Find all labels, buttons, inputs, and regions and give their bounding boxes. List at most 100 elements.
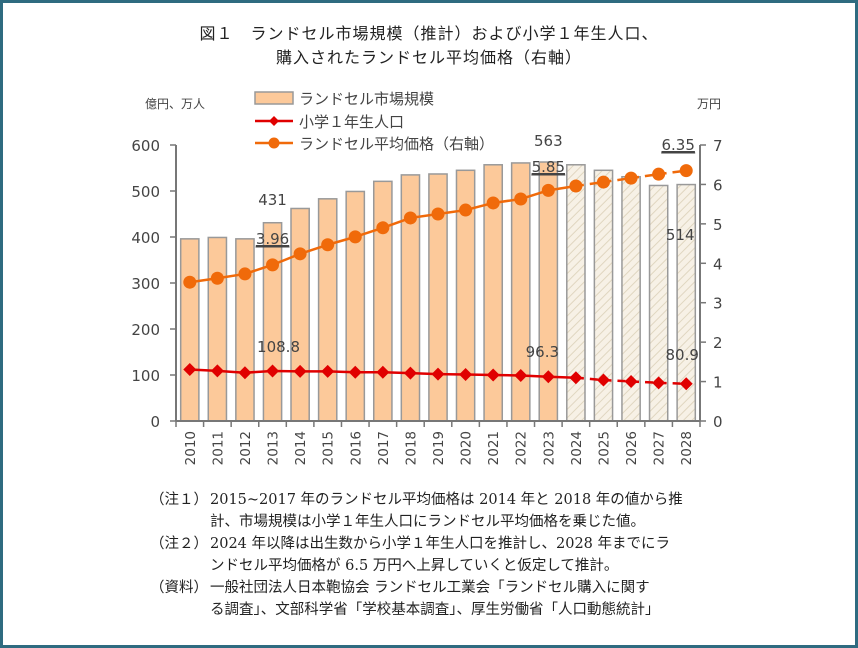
- data-label-2023: 96.3: [526, 343, 559, 361]
- x-tick-label-2017: 2017: [376, 431, 392, 465]
- bar-2016: [345, 190, 366, 422]
- population-point-2011: [210, 364, 224, 378]
- price-point-2023: [541, 183, 555, 197]
- x-tick-label-2021: 2021: [486, 431, 502, 465]
- population-point-2023: [541, 370, 555, 384]
- population-point-2012: [238, 366, 252, 380]
- right-tick-label: 0: [713, 413, 723, 431]
- price-point-2024: [569, 179, 583, 193]
- x-tick-label-2023: 2023: [541, 431, 557, 465]
- chart-title-line1: 図１ ランドセル市場規模（推計）および小学１年生人口、: [199, 24, 659, 43]
- price-point-2022: [514, 192, 528, 206]
- price-point-2011: [210, 271, 224, 285]
- population-point-2016: [348, 365, 362, 379]
- note-2-line1: 2024 年以降は出生数から小学１年生人口を推計し、2028 年までにラ: [210, 536, 671, 552]
- population-point-2010: [183, 362, 197, 376]
- population-point-2018: [403, 366, 417, 380]
- x-tick-label-2020: 2020: [459, 431, 475, 465]
- price-point-2018: [403, 211, 417, 225]
- population-point-2013: [266, 364, 280, 378]
- bar-2015: [317, 198, 338, 422]
- x-tick-label-2010: 2010: [183, 431, 199, 465]
- x-tick-label-2016: 2016: [348, 431, 364, 465]
- right-tick-label: 4: [713, 255, 723, 273]
- x-tick-label-2018: 2018: [403, 431, 419, 465]
- legend-marker-price: [268, 137, 280, 149]
- price-point-2015: [321, 238, 335, 252]
- right-tick-label: 6: [713, 176, 723, 194]
- population-point-2021: [486, 368, 500, 382]
- chart-title-line2: 購入されたランドセル平均価格（右軸）: [275, 48, 582, 67]
- population-point-2025: [596, 373, 610, 387]
- population-point-2028: [679, 377, 693, 391]
- data-label-2013: 431: [258, 191, 287, 209]
- notes: （注１） 2015~2017 年のランドセル平均価格は 2014 年と 2018…: [150, 489, 770, 621]
- price-point-2026: [624, 171, 638, 185]
- source-line2: る調査」、文部科学省「学校基本調査」、厚生労働省「人口動態統計」: [210, 602, 660, 618]
- price-point-2010: [183, 275, 197, 289]
- source-head: （資料）: [150, 580, 208, 596]
- right-tick-label: 5: [713, 216, 723, 234]
- right-tick-label: 1: [713, 374, 723, 392]
- note-1-line2: 計、市場規模は小学１年生人口にランドセル平均価格を乗じた値。: [210, 514, 645, 530]
- population-point-2027: [652, 376, 666, 390]
- x-tick-label-2025: 2025: [596, 431, 612, 465]
- bar-2014: [290, 207, 310, 422]
- price-point-2012: [238, 267, 252, 281]
- left-tick-label: 300: [131, 275, 160, 293]
- note-2-head: （注２）: [150, 536, 208, 552]
- x-tick-label-2024: 2024: [569, 431, 585, 465]
- note-1: （注１） 2015~2017 年のランドセル平均価格は 2014 年と 2018…: [150, 489, 770, 533]
- note-1-line1: 2015~2017 年のランドセル平均価格は 2014 年と 2018 年の値か…: [210, 492, 683, 508]
- right-tick-label: 2: [713, 334, 723, 352]
- population-point-2015: [321, 364, 335, 378]
- price-point-2021: [486, 196, 500, 210]
- left-tick-label: 100: [131, 367, 160, 385]
- note-2: （注２） 2024 年以降は出生数から小学１年生人口を推計し、2028 年までに…: [150, 533, 770, 577]
- bar-2017: [372, 180, 393, 422]
- source-line1: 一般社団法人日本鞄協会 ランドセル工業会「ランドセル購入に関す: [210, 580, 650, 596]
- right-tick-label: 3: [713, 295, 723, 313]
- left-tick-label: 600: [131, 137, 160, 155]
- population-point-2020: [459, 368, 473, 382]
- source-note: （資料） 一般社団法人日本鞄協会 ランドセル工業会「ランドセル購入に関す る調査…: [150, 577, 770, 621]
- data-label-2013: 3.96: [256, 230, 289, 248]
- bar-2010: [179, 238, 200, 422]
- data-label-2023: 5.85: [532, 158, 565, 176]
- price-point-2014: [293, 247, 307, 261]
- x-tick-label-2028: 2028: [679, 431, 695, 465]
- x-tick-label-2014: 2014: [293, 431, 309, 465]
- left-axis-unit: 億円、万人: [145, 97, 205, 111]
- data-label-2013: 108.8: [257, 338, 300, 356]
- note-1-head: （注１）: [150, 492, 208, 508]
- x-tick-label-2015: 2015: [321, 431, 337, 465]
- price-point-2019: [431, 207, 445, 221]
- legend-label-1: 小学１年生人口: [299, 113, 404, 131]
- x-tick-label-2012: 2012: [238, 431, 254, 465]
- data-label-2028: 80.9: [666, 346, 699, 364]
- population-point-2019: [431, 367, 445, 381]
- x-tick-label-2019: 2019: [431, 431, 447, 465]
- x-tick-label-2022: 2022: [514, 431, 530, 465]
- bar-2011: [207, 236, 228, 422]
- price-point-2028: [679, 164, 693, 178]
- legend-label-2: ランドセル平均価格（右軸）: [299, 135, 494, 153]
- right-axis-unit: 万円: [697, 97, 721, 111]
- price-point-2016: [348, 230, 362, 244]
- x-tick-label-2013: 2013: [266, 431, 282, 465]
- data-label-2023: 563: [534, 132, 563, 150]
- price-point-2025: [596, 175, 610, 189]
- data-label-2028: 6.35: [662, 136, 695, 154]
- bar-2012: [235, 238, 255, 422]
- x-tick-label-2026: 2026: [624, 431, 640, 465]
- legend-label-0: ランドセル市場規模: [299, 90, 434, 108]
- legend-swatch-market: [254, 91, 294, 105]
- left-tick-label: 400: [131, 229, 160, 247]
- right-tick-label: 7: [713, 137, 723, 155]
- population-point-2026: [624, 374, 638, 388]
- note-2-line2: ンドセル平均価格が 6.5 万円へ上昇していくと仮定して推計。: [210, 558, 619, 574]
- population-point-2014: [293, 364, 307, 378]
- population-point-2024: [569, 371, 583, 385]
- price-point-2027: [652, 167, 666, 181]
- population-point-2022: [514, 368, 528, 382]
